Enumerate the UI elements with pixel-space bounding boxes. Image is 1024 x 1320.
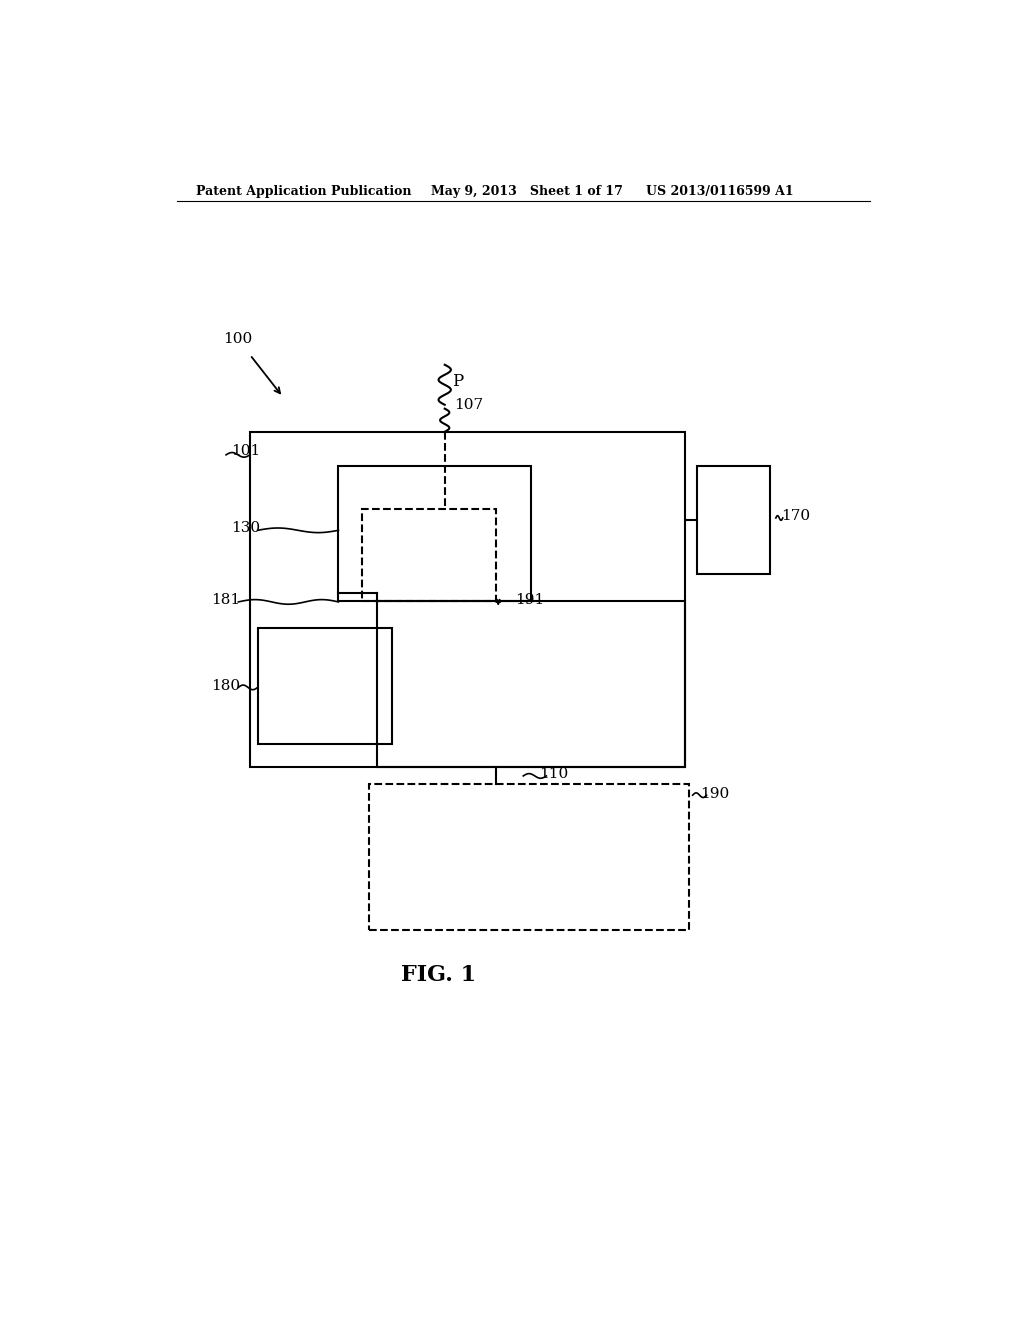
Bar: [258, 628, 392, 743]
Text: P: P: [453, 374, 464, 391]
Text: 107: 107: [454, 397, 483, 412]
Text: 100: 100: [223, 333, 252, 346]
Text: 180: 180: [211, 678, 241, 693]
Text: 101: 101: [230, 444, 260, 458]
Text: 190: 190: [700, 787, 730, 801]
Bar: [339, 466, 531, 601]
Text: 191: 191: [515, 593, 545, 607]
Text: May 9, 2013   Sheet 1 of 17: May 9, 2013 Sheet 1 of 17: [431, 185, 623, 198]
Bar: [696, 466, 770, 574]
Text: 130: 130: [230, 521, 260, 535]
Text: 170: 170: [781, 510, 810, 524]
Text: 181: 181: [211, 593, 241, 607]
Bar: [250, 432, 685, 767]
Bar: [361, 508, 497, 601]
Text: 110: 110: [539, 767, 568, 781]
Bar: [370, 784, 689, 929]
Text: US 2013/0116599 A1: US 2013/0116599 A1: [646, 185, 794, 198]
Bar: [377, 601, 685, 767]
Text: Patent Application Publication: Patent Application Publication: [196, 185, 412, 198]
Text: FIG. 1: FIG. 1: [401, 964, 476, 986]
